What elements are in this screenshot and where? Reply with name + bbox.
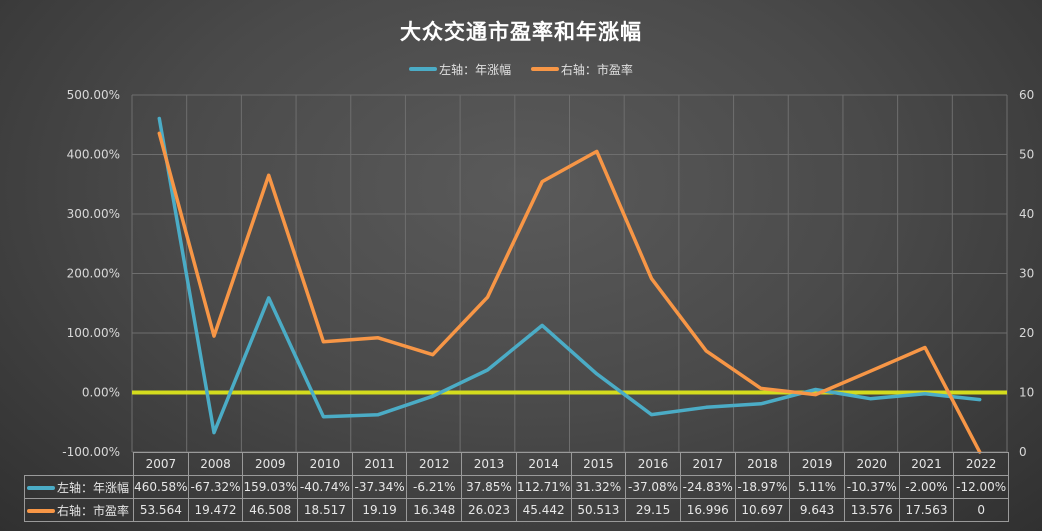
pe-ratio-cell: 19.472 bbox=[187, 498, 244, 522]
left-axis-tick-label: -100.00% bbox=[62, 445, 120, 459]
year-cell: 2011 bbox=[351, 452, 408, 476]
row-label: 右轴：市盈率 bbox=[57, 503, 130, 518]
pe-ratio-cell: 18.517 bbox=[297, 498, 353, 522]
annual-change-cell: -37.34% bbox=[351, 475, 408, 499]
legend-label: 左轴：年涨幅 bbox=[439, 62, 512, 77]
pe-ratio-cell: 9.643 bbox=[789, 498, 845, 522]
year-cell: 2022 bbox=[953, 452, 1009, 476]
left-axis-tick-label: 100.00% bbox=[67, 326, 120, 340]
chart-legend: 左轴：年涨幅 右轴：市盈率 bbox=[0, 60, 1042, 78]
table-row-annual-change: 左轴：年涨幅 460.58% -67.32% 159.03% -40.74% -37.3… bbox=[24, 475, 1009, 499]
data-table: 2007 2008 2009 2010 2011 2012 2013 2014 2015 2016… bbox=[24, 452, 1009, 522]
pe-ratio-cell: 10.697 bbox=[734, 498, 791, 522]
right-axis-tick-label: 30 bbox=[1019, 267, 1034, 281]
legend-item-pe-ratio: 右轴：市盈率 bbox=[530, 61, 633, 78]
annual-change-cell: -6.21% bbox=[406, 475, 463, 499]
annual-change-cell: 31.32% bbox=[570, 475, 627, 499]
annual-change-cell: 460.58% bbox=[133, 475, 189, 499]
left-axis-tick-label: 0.00% bbox=[82, 386, 120, 400]
pe-ratio-cell: 16.348 bbox=[406, 498, 463, 522]
pe-ratio-cell: 29.15 bbox=[625, 498, 681, 522]
pe-ratio-cell: 26.023 bbox=[461, 498, 517, 522]
pe-ratio-cell: 53.564 bbox=[133, 498, 189, 522]
right-axis-tick-label: 20 bbox=[1019, 326, 1034, 340]
chart-title: 大众交通市盈率和年涨幅 bbox=[400, 20, 642, 44]
year-cell: 2009 bbox=[242, 452, 299, 476]
table-corner bbox=[25, 453, 134, 476]
table-header-row: 2007 2008 2009 2010 2011 2012 2013 2014 2015 2016… bbox=[25, 452, 1009, 476]
table-row-pe-ratio: 右轴：市盈率 53.564 19.472 46.508 18.517 19.19 16.3… bbox=[24, 498, 1009, 522]
annual-change-cell: -18.97% bbox=[734, 475, 791, 499]
annual-change-cell: 112.71% bbox=[515, 475, 572, 499]
pe-ratio-cell: 46.508 bbox=[242, 498, 299, 522]
annual-change-cell: -40.74% bbox=[297, 475, 353, 499]
annual-change-cell: -24.83% bbox=[679, 475, 736, 499]
right-axis-tick-label: 40 bbox=[1019, 207, 1034, 221]
right-axis-tick-label: 50 bbox=[1019, 148, 1034, 162]
year-cell: 2019 bbox=[789, 452, 845, 476]
legend-swatch-orange-icon bbox=[530, 67, 559, 71]
year-cell: 2015 bbox=[570, 452, 627, 476]
row-header-pe-ratio: 右轴：市盈率 bbox=[24, 498, 134, 522]
row-swatch-blue-icon bbox=[27, 486, 55, 490]
year-cell: 2010 bbox=[297, 452, 353, 476]
year-cell: 2020 bbox=[843, 452, 900, 476]
row-swatch-orange-icon bbox=[27, 509, 55, 513]
annual-change-cell: -12.00% bbox=[953, 475, 1009, 499]
legend-swatch-blue-icon bbox=[409, 67, 438, 71]
pe-ratio-cell: 13.576 bbox=[843, 498, 900, 522]
row-label: 左轴：年涨幅 bbox=[57, 480, 130, 495]
right-axis-tick-label: 60 bbox=[1019, 88, 1034, 102]
annual-change-cell: -2.00% bbox=[898, 475, 955, 499]
pe-ratio-cell: 16.996 bbox=[679, 498, 736, 522]
left-axis-tick-label: 500.00% bbox=[67, 88, 120, 102]
pe-ratio-cell: 17.563 bbox=[898, 498, 955, 522]
year-cell: 2021 bbox=[898, 452, 955, 476]
left-axis-tick-label: 200.00% bbox=[67, 267, 120, 281]
left-axis: -100.00% 0.00% 100.00% 200.00% 300.00% 400.00… bbox=[62, 88, 120, 459]
annual-change-cell: 37.85% bbox=[461, 475, 517, 499]
year-cell: 2014 bbox=[515, 452, 572, 476]
annual-change-cell: 5.11% bbox=[789, 475, 845, 499]
pe-ratio-line bbox=[157, 131, 982, 454]
year-cell: 2007 bbox=[133, 452, 189, 476]
pe-ratio-cell: 0 bbox=[953, 498, 1009, 522]
year-cell: 2008 bbox=[187, 452, 244, 476]
left-axis-tick-label: 400.00% bbox=[67, 148, 120, 162]
year-cell: 2017 bbox=[679, 452, 736, 476]
right-axis-tick-label: 0 bbox=[1019, 445, 1027, 459]
year-cell: 2018 bbox=[734, 452, 791, 476]
right-axis-tick-label: 10 bbox=[1019, 386, 1034, 400]
year-cell: 2016 bbox=[625, 452, 681, 476]
annual-change-cell: -37.08% bbox=[625, 475, 681, 499]
legend-item-annual-change: 左轴：年涨幅 bbox=[409, 61, 511, 78]
annual-change-line bbox=[157, 116, 982, 435]
row-header-annual-change: 左轴：年涨幅 bbox=[24, 475, 134, 499]
pe-ratio-cell: 45.442 bbox=[515, 498, 572, 522]
left-axis-tick-label: 300.00% bbox=[67, 207, 120, 221]
year-cell: 2013 bbox=[461, 452, 517, 476]
pe-ratio-cell: 19.19 bbox=[351, 498, 408, 522]
annual-change-cell: 159.03% bbox=[242, 475, 299, 499]
right-axis: 0 10 20 30 40 50 60 bbox=[1019, 88, 1034, 459]
year-cell: 2012 bbox=[406, 452, 463, 476]
annual-change-cell: -67.32% bbox=[187, 475, 244, 499]
annual-change-cell: -10.37% bbox=[843, 475, 900, 499]
pe-ratio-cell: 50.513 bbox=[570, 498, 627, 522]
legend-label: 右轴：市盈率 bbox=[560, 62, 633, 77]
